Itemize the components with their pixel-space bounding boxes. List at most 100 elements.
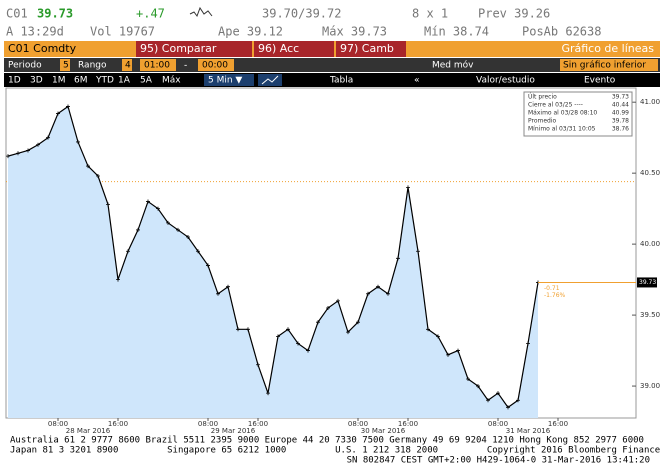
input[interactable] [122,59,132,71]
table[interactable]: Tabla [329,76,353,86]
point [106,202,110,207]
legend-value: 40.44 [612,102,629,109]
point [226,284,230,289]
point [246,327,250,332]
input[interactable] [140,59,176,71]
change-button[interactable]: 97) Camb [340,42,394,55]
open-interest: PosAb 62638 [522,25,601,39]
point [146,199,150,204]
point [466,376,470,381]
button[interactable] [336,41,406,57]
range-button[interactable]: Máx [162,76,181,86]
range-button[interactable]: 1M [52,76,66,86]
sparkline [189,6,213,18]
range-button[interactable]: YTD [95,76,114,86]
x-tick-label: 08:00 [48,420,68,428]
point [236,327,240,332]
actions[interactable]: 96) Acc [258,42,299,55]
point [186,235,190,240]
x-tick-label: 16:00 [248,420,268,428]
point [256,362,260,367]
x-tick-label: 08:00 [488,420,508,428]
input[interactable] [198,59,234,71]
range-button[interactable]: 3D [30,76,43,86]
date-label: 28 Mar 2016 [66,427,111,435]
high: Máx 39.73 [322,25,387,39]
point [506,405,510,410]
range-button[interactable]: 5A [140,76,153,86]
x-tick-label: 16:00 [398,420,418,428]
chart-type[interactable]: Gráfico de líneas [561,42,654,55]
nav[interactable]: « [414,76,420,86]
period-label: Periodo [8,61,42,71]
period[interactable]: 5 [63,61,69,71]
date-label: 29 Mar 2016 [211,427,256,435]
range[interactable]: 4 [125,61,131,71]
price: 39.73 [37,7,73,21]
point [76,139,80,144]
legend-value: 39.73 [612,94,629,101]
date-label: 30 Mar 2016 [361,427,406,435]
x-tick-label: 16:00 [108,420,128,428]
y-tick-label: 40.50 [640,169,660,177]
x-tick-label: 16:00 [548,420,568,428]
button[interactable] [254,41,334,57]
button[interactable] [136,41,252,57]
volume: Vol 19767 [90,25,155,39]
input[interactable] [560,59,658,71]
to[interactable]: 00:00 [202,61,228,71]
point [156,206,160,211]
point [196,249,200,254]
footer-line: Australia 61 2 9777 8600 Brazil 5511 239… [10,436,644,446]
ticker: C01 [6,7,28,21]
security[interactable]: C01 Comdty [8,42,77,55]
point [66,104,70,109]
point [56,111,60,116]
moving-avg[interactable]: Med móv [432,60,474,71]
point [6,154,10,159]
from[interactable]: 01:00 [144,61,170,71]
point [446,352,450,357]
point [516,398,520,403]
price-line [7,105,539,409]
range-label: Rango [78,61,107,71]
last-box [637,277,657,288]
value-study[interactable]: Valor/estudio [476,76,535,86]
range-button[interactable]: 6M [74,76,88,86]
interval[interactable]: 5 Min ▼ [208,76,242,86]
point [406,185,410,190]
dash: - [184,61,187,71]
button[interactable] [204,74,254,86]
lower-chart[interactable]: Sin gráfico inferior [563,61,646,71]
x-tick-label: 08:00 [198,420,218,428]
y-tick-label: 41.00 [640,98,660,106]
legend-label: Mínimo al 03/31 10:05 [528,126,596,133]
point [176,227,180,232]
point [26,148,30,153]
point [386,291,390,296]
point [206,263,210,268]
compare[interactable]: 95) Comparar [140,42,217,55]
y-tick-label: 40.00 [640,240,660,248]
legend-value: 40.99 [612,110,629,117]
point [356,320,360,325]
input[interactable] [60,59,70,71]
legend-value: 39.78 [612,118,629,125]
low: Mín 38.74 [424,25,489,39]
event[interactable]: Evento [584,76,616,86]
point [366,291,370,296]
point [96,174,100,178]
point [306,348,310,353]
range-button[interactable]: 1D [8,76,21,86]
last-label: 39.73 [639,279,656,286]
point [346,330,350,335]
point [296,341,300,346]
footer-line: Japan 81 3 3201 8900 Singapore 65 6212 1… [10,446,664,456]
annotation: -1.76% [544,292,566,299]
footer-line: SN 802847 CEST GMT+2:00 H429-1064-0 31-M… [347,456,650,466]
time: A 13:29d [6,25,64,39]
range-button[interactable]: 1A [118,76,131,86]
open: Ape 39.12 [218,25,283,39]
toolbar [4,73,660,87]
